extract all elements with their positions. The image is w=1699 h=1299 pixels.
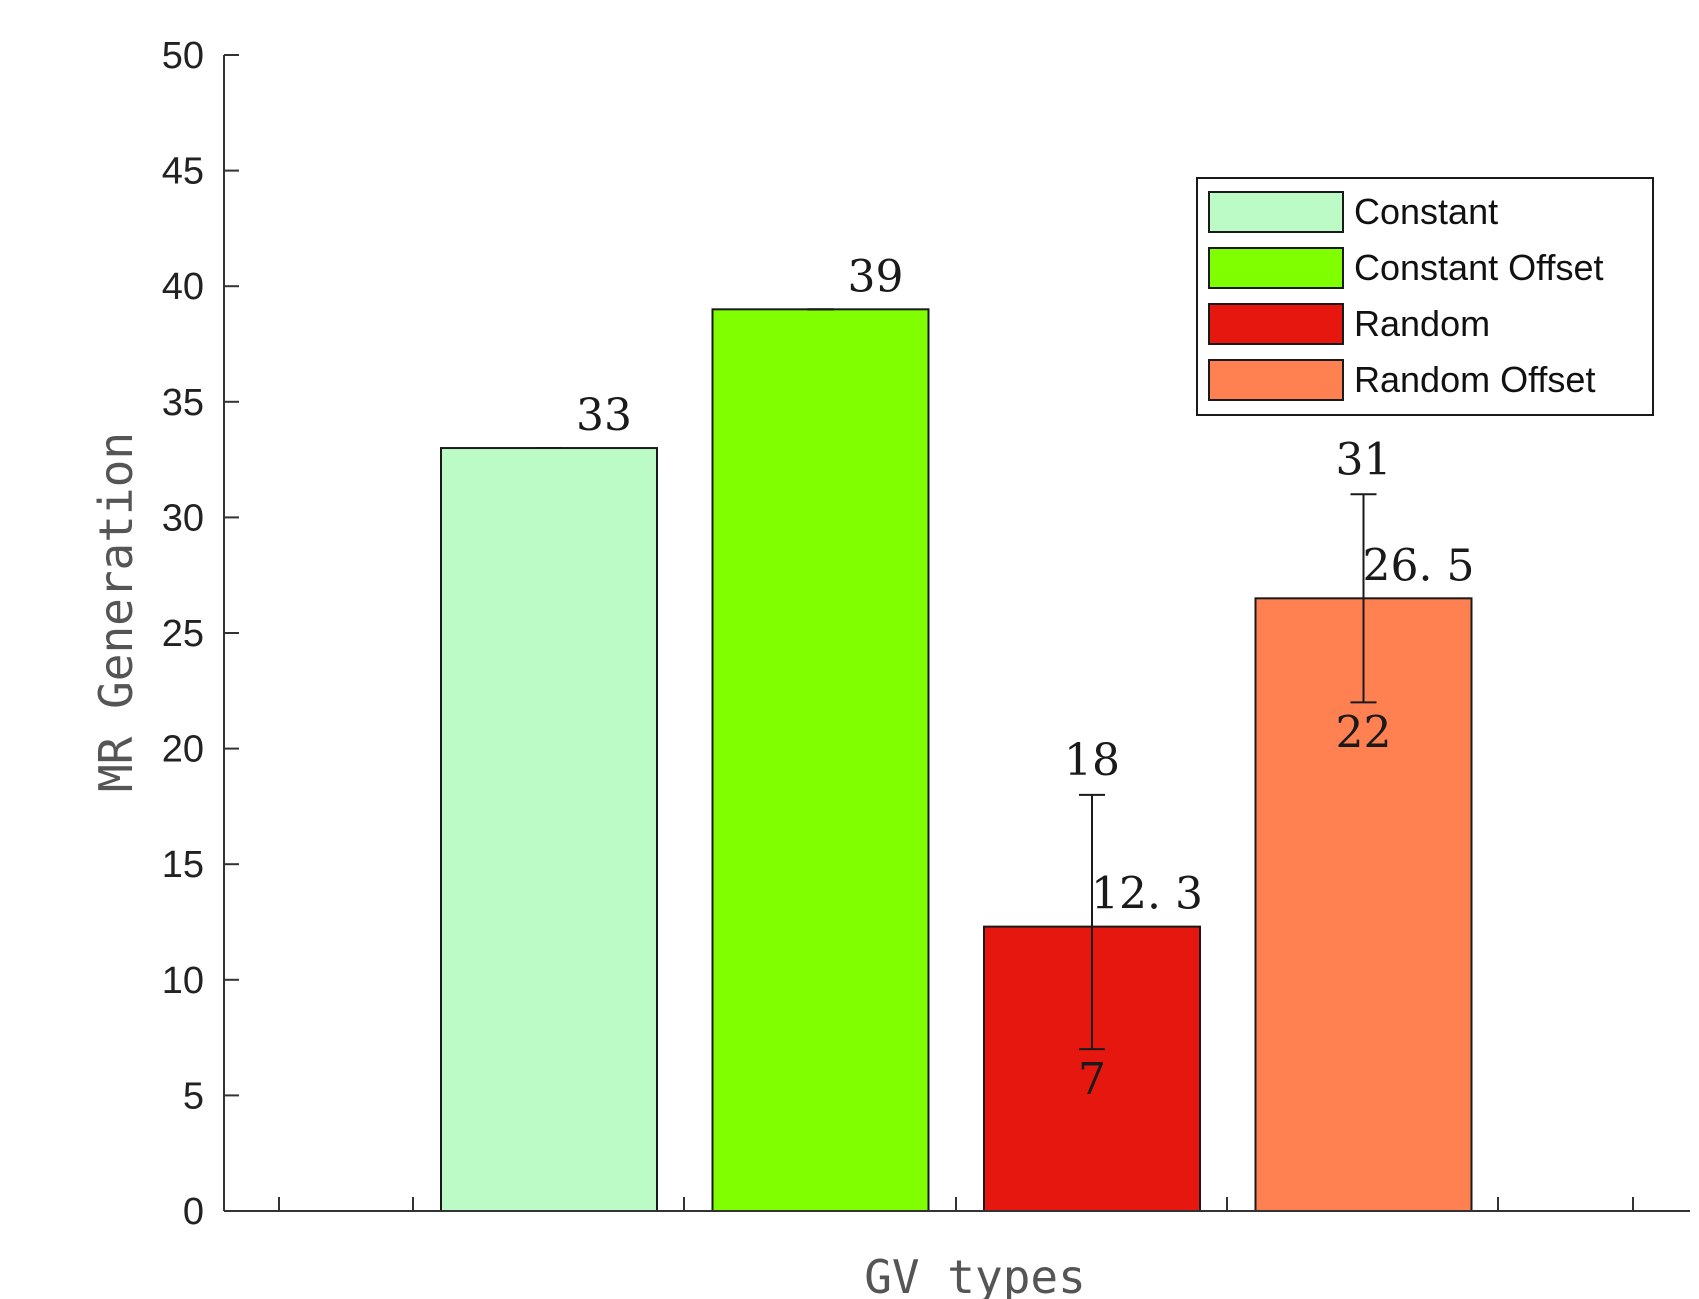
legend-swatch-2 [1208,303,1344,345]
x-axis-title: GV types [864,1250,1086,1299]
legend-swatch-1 [1208,247,1344,289]
y-tick-label-15: 15 [162,844,204,886]
value-label-2: 12. 3 [1091,869,1203,920]
y-tick-label-10: 10 [162,960,204,1002]
bars-layer [440,308,1473,1213]
y-axis-title: MR Generation [89,432,143,792]
legend-label-2: Random [1354,303,1490,344]
y-tick-label-20: 20 [162,729,204,771]
bar-0 [440,447,658,1213]
y-tick-label-30: 30 [162,497,204,539]
value-label-3: 26. 5 [1363,540,1475,591]
y-tick-label-40: 40 [162,266,204,308]
error-bar-2 [1079,793,1105,1051]
y-tick-label-0: 0 [183,1191,204,1233]
y-tick-label-50: 50 [162,35,204,77]
y-tick-label-5: 5 [183,1075,204,1117]
error-high-label-3: 31 [1336,434,1392,485]
error-bars-layer [536,308,1377,1051]
legend-label-3: Random Offset [1354,359,1595,400]
value-labels-layer: 18 7 31 22 33 39 12. 3 26. 5 [576,251,1474,1105]
value-label-0: 33 [576,390,632,441]
y-tick-label-35: 35 [162,382,204,424]
error-high-label-2: 18 [1064,735,1120,786]
legend-label-1: Constant Offset [1354,247,1603,288]
y-tick-label-45: 45 [162,151,204,193]
bar-1 [711,308,930,1212]
error-low-label-2: 7 [1078,1054,1106,1105]
value-label-1: 39 [848,251,904,302]
legend-swatch-3 [1208,359,1344,401]
axes-layer: 0 5 10 15 20 25 30 35 40 45 50 [162,35,1690,1233]
legend-swatch-0 [1208,191,1344,233]
legend-label-0: Constant [1354,191,1498,232]
error-bar-3 [1350,493,1377,704]
legend: Constant Constant Offset Random Random Offs… [1196,177,1654,416]
error-low-label-3: 22 [1336,707,1392,758]
y-tick-label-25: 25 [162,613,204,655]
